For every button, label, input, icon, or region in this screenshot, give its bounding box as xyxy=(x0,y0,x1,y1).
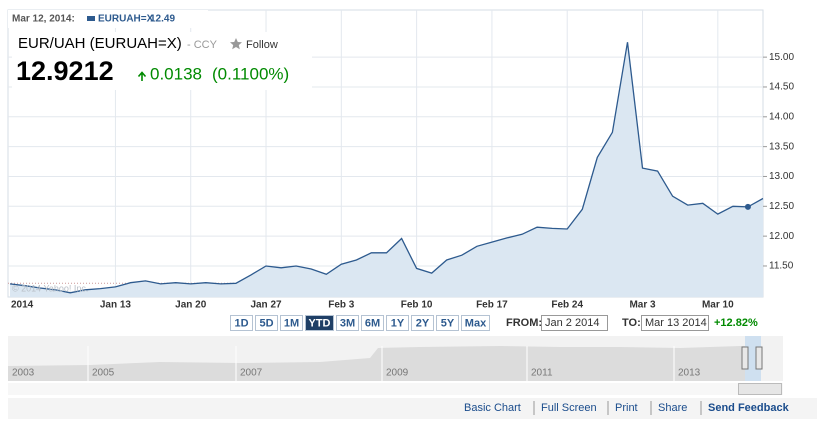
line xyxy=(9,42,764,294)
range-button[interactable] xyxy=(230,315,253,331)
scroll-thumb[interactable] xyxy=(738,383,782,395)
x-tick-label: Mar 10 xyxy=(702,300,734,311)
y-tick-label: 13.00 xyxy=(769,171,794,182)
range-button-label[interactable]: Max xyxy=(465,317,487,329)
y-tick-label: 14.50 xyxy=(769,82,794,93)
footer-link[interactable]: Send Feedback xyxy=(708,402,790,414)
x-tick-label: Jan 13 xyxy=(100,300,132,311)
footer-link[interactable]: Basic Chart xyxy=(464,402,521,414)
range-button[interactable] xyxy=(280,315,303,331)
range-button-label[interactable]: 1M xyxy=(284,317,299,329)
up-arrow xyxy=(137,71,147,81)
footer-link[interactable]: Share xyxy=(658,402,687,414)
range-button[interactable] xyxy=(255,315,278,331)
legend-series: EURUAH=X xyxy=(98,14,154,25)
range-button-label[interactable]: 1Y xyxy=(391,317,405,329)
from-value[interactable]: Jan 2 2014 xyxy=(545,317,599,329)
range-button-label[interactable]: 2Y xyxy=(416,317,430,329)
quote-change: 0.0138 xyxy=(150,64,202,83)
to-label: TO: xyxy=(622,317,641,329)
navigator-year: 2005 xyxy=(92,368,115,379)
range-button[interactable] xyxy=(436,315,459,331)
from-input[interactable] xyxy=(541,315,608,331)
navigator-handle[interactable] xyxy=(755,346,763,370)
to-input[interactable] xyxy=(641,315,709,331)
navigator-handle[interactable] xyxy=(741,346,749,370)
range-button[interactable] xyxy=(361,315,384,331)
range-button[interactable] xyxy=(305,315,334,331)
navigator-year: 2013 xyxy=(678,368,701,379)
navigator-year: 2011 xyxy=(531,368,553,379)
range-button-label[interactable]: 5D xyxy=(259,317,273,329)
range-change: +12.82% xyxy=(714,317,758,329)
follow-star[interactable] xyxy=(230,38,242,50)
y-tick-label: 13.50 xyxy=(769,141,794,152)
navigator-area xyxy=(8,346,745,381)
area xyxy=(10,42,763,298)
legend-bg xyxy=(8,10,208,28)
quote-price: 12.9212 xyxy=(16,56,114,86)
watermark: © 2014 Yahoo! Inc. xyxy=(12,283,88,293)
x-tick-label: Mar 3 xyxy=(629,300,656,311)
range-button[interactable] xyxy=(411,315,434,331)
legend-value: 12.49 xyxy=(150,14,175,25)
x-tick-label: Feb 3 xyxy=(328,300,355,311)
x-tick-label: 2014 xyxy=(11,300,34,311)
range-button-label[interactable]: YTD xyxy=(309,317,331,329)
quote-exchange: - CCY xyxy=(187,39,218,51)
range-button-label[interactable]: 3M xyxy=(340,317,355,329)
footer-link[interactable]: Full Screen xyxy=(541,402,597,414)
navigator-year: 2009 xyxy=(386,368,409,379)
footer-link[interactable]: Print xyxy=(615,402,638,414)
range-button-label[interactable]: 5Y xyxy=(441,317,455,329)
y-tick-label: 11.50 xyxy=(769,261,794,272)
quote-bg xyxy=(12,32,312,90)
from-label: FROM: xyxy=(506,317,542,329)
follow-button[interactable]: Follow xyxy=(246,39,278,51)
range-button[interactable] xyxy=(336,315,359,331)
navigator-year: 2003 xyxy=(12,368,35,379)
y-tick-label: 14.00 xyxy=(769,111,794,122)
range-button[interactable] xyxy=(386,315,409,331)
range-button-label[interactable]: 1D xyxy=(234,317,248,329)
legend-swatch xyxy=(87,16,95,21)
hover-marker xyxy=(744,203,751,210)
range-button[interactable] xyxy=(461,315,490,331)
x-tick-label: Feb 17 xyxy=(476,300,508,311)
x-tick-label: Feb 10 xyxy=(401,300,433,311)
quote-change-pct: (0.1100%) xyxy=(212,64,289,83)
footer-bar xyxy=(8,398,817,419)
y-tick-label: 12.50 xyxy=(769,201,794,212)
scrollbar[interactable] xyxy=(8,383,783,395)
y-tick-label: 15.00 xyxy=(769,52,794,63)
range-button-label[interactable]: 6M xyxy=(365,317,380,329)
x-tick-label: Jan 20 xyxy=(175,300,207,311)
x-tick-label: Feb 24 xyxy=(551,300,583,311)
quote-name: EUR/UAH (EURUAH=X) xyxy=(18,35,182,52)
x-tick-label: Jan 27 xyxy=(250,300,282,311)
navigator-year: 2007 xyxy=(240,368,263,379)
to-value[interactable]: Mar 13 2014 xyxy=(645,317,707,329)
y-tick-label: 12.00 xyxy=(769,231,794,242)
hover-date: Mar 12, 2014: xyxy=(12,14,75,25)
